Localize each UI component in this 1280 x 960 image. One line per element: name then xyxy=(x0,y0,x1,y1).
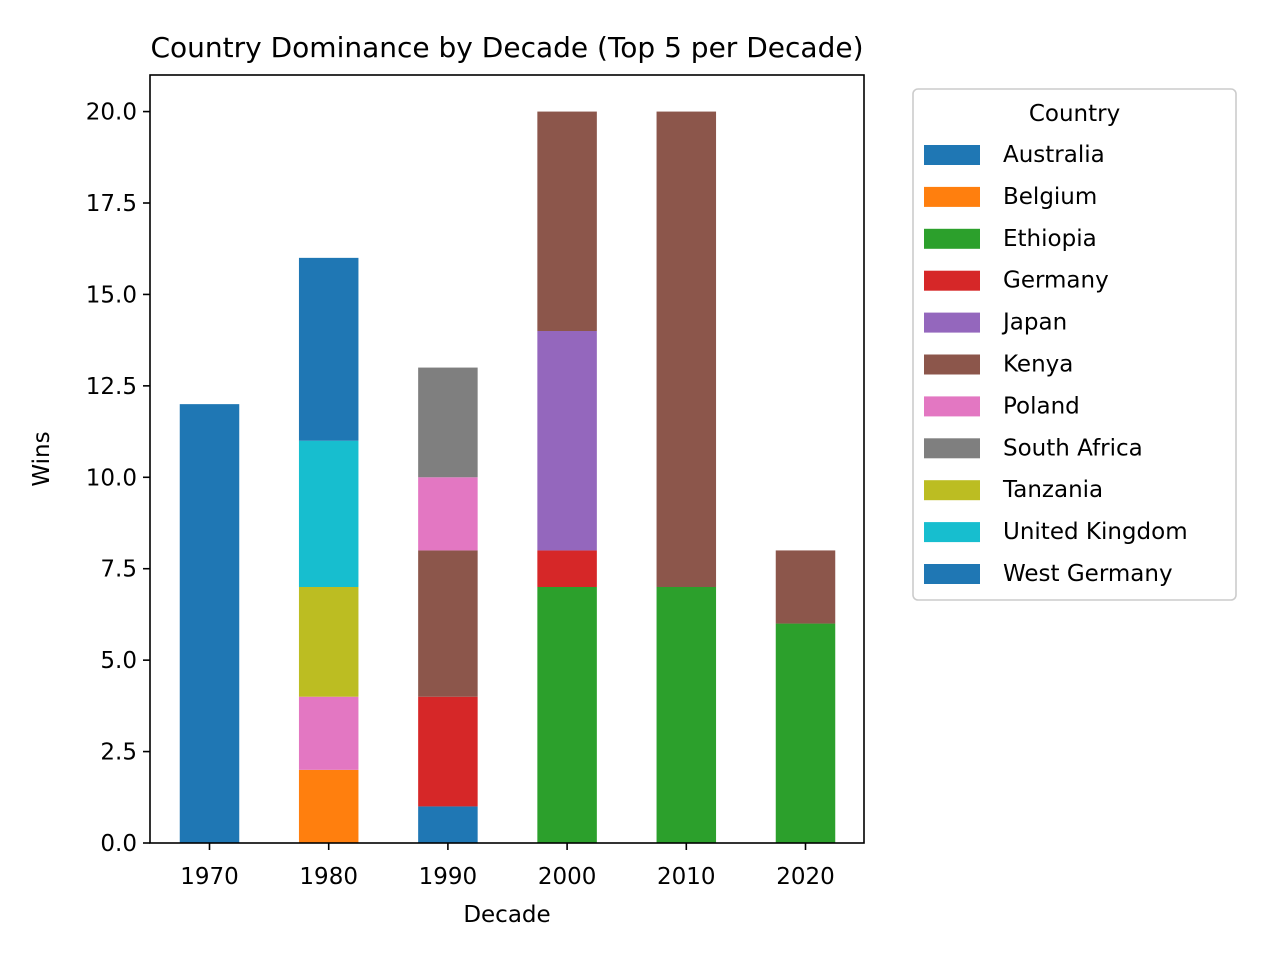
legend-swatch-tanzania xyxy=(924,480,980,501)
legend-label-poland: Poland xyxy=(1003,393,1080,419)
legend-swatch-belgium xyxy=(924,186,980,207)
axes-frame xyxy=(149,74,865,844)
legend-label-japan: Japan xyxy=(1001,310,1067,336)
legend-swatch-australia xyxy=(924,145,980,165)
y-tick-label: 0.0 xyxy=(100,831,137,857)
x-tick-label: 2020 xyxy=(776,864,835,890)
y-tick-label: 7.5 xyxy=(100,557,137,583)
legend-frame xyxy=(912,88,1237,601)
bar-segment-1980-belgium xyxy=(298,769,359,843)
legend-swatch-poland xyxy=(924,396,980,417)
bar-segment-1990-australia xyxy=(418,806,478,843)
chart-title: Country Dominance by Decade (Top 5 per D… xyxy=(150,31,863,64)
bar-segment-2000-japan xyxy=(537,331,597,551)
bar-segment-2010-ethiopia xyxy=(656,587,717,843)
y-tick-label: 2.5 xyxy=(100,740,137,766)
bar-segment-2000-kenya xyxy=(537,111,597,331)
x-axis-title: Decade xyxy=(463,902,550,928)
legend-label-australia: Australia xyxy=(1003,142,1105,168)
bar-segment-1990-kenya xyxy=(418,550,478,697)
legend-swatch-united-kingdom xyxy=(924,522,980,543)
legend-label-belgium: Belgium xyxy=(1003,184,1097,210)
bar-segment-1980-poland xyxy=(298,696,359,770)
bar-segment-1980-tanzania xyxy=(298,587,359,697)
x-tick-label: 2010 xyxy=(657,864,716,890)
legend-label-germany: Germany xyxy=(1003,268,1109,294)
y-tick-label: 20.0 xyxy=(86,100,137,126)
bar-segment-2000-germany xyxy=(537,550,597,587)
bar-segment-2020-ethiopia xyxy=(775,623,836,843)
plot-area xyxy=(179,111,836,843)
legend-swatch-west-germany xyxy=(924,564,980,584)
y-tick-label: 10.0 xyxy=(86,465,137,491)
axes: 0.0 2.5 5.0 7.5 10.0 12.5 15.0 17.5 20.0 1970 1980… xyxy=(86,74,865,890)
legend-swatch-south-africa xyxy=(924,438,980,459)
bar-segment-1980-united-kingdom xyxy=(298,440,359,587)
bar-segment-2010-kenya xyxy=(656,111,717,587)
bar-segment-1990-germany xyxy=(418,696,478,807)
x-tick-label: 1980 xyxy=(299,864,358,890)
y-tick-label: 12.5 xyxy=(86,374,137,400)
legend-label-ethiopia: Ethiopia xyxy=(1003,226,1097,252)
y-tick-label: 5.0 xyxy=(100,648,137,674)
x-tick-label: 2000 xyxy=(538,864,597,890)
legend-label-united-kingdom: United Kingdom xyxy=(1003,519,1188,545)
legend-label-west-germany: West Germany xyxy=(1003,561,1173,587)
legend-swatch-kenya xyxy=(924,354,980,375)
y-tick-label: 15.0 xyxy=(86,282,137,308)
bar-segment-1970-west-germany xyxy=(179,404,240,843)
y-axis-title: Wins xyxy=(29,431,55,486)
bar-segment-1990-poland xyxy=(418,477,478,551)
bar-segment-1980-west-germany xyxy=(298,257,359,441)
legend: Country Australia Belgium Ethiopia Germany Ja… xyxy=(912,88,1237,601)
legend-label-kenya: Kenya xyxy=(1003,352,1073,378)
legend-title: Country xyxy=(1029,101,1120,127)
x-tick-label: 1990 xyxy=(419,864,478,890)
legend-label-tanzania: Tanzania xyxy=(1002,477,1103,503)
legend-label-south-africa: South Africa xyxy=(1003,435,1143,461)
x-tick-label: 1970 xyxy=(180,864,239,890)
bar-segment-2020-kenya xyxy=(775,550,836,624)
legend-swatch-ethiopia xyxy=(924,228,980,249)
legend-swatch-germany xyxy=(924,270,980,291)
y-tick-label: 17.5 xyxy=(86,191,137,217)
bar-segment-1990-south-africa xyxy=(418,367,478,478)
bar-segment-2000-ethiopia xyxy=(537,587,597,843)
legend-swatch-japan xyxy=(924,312,980,333)
